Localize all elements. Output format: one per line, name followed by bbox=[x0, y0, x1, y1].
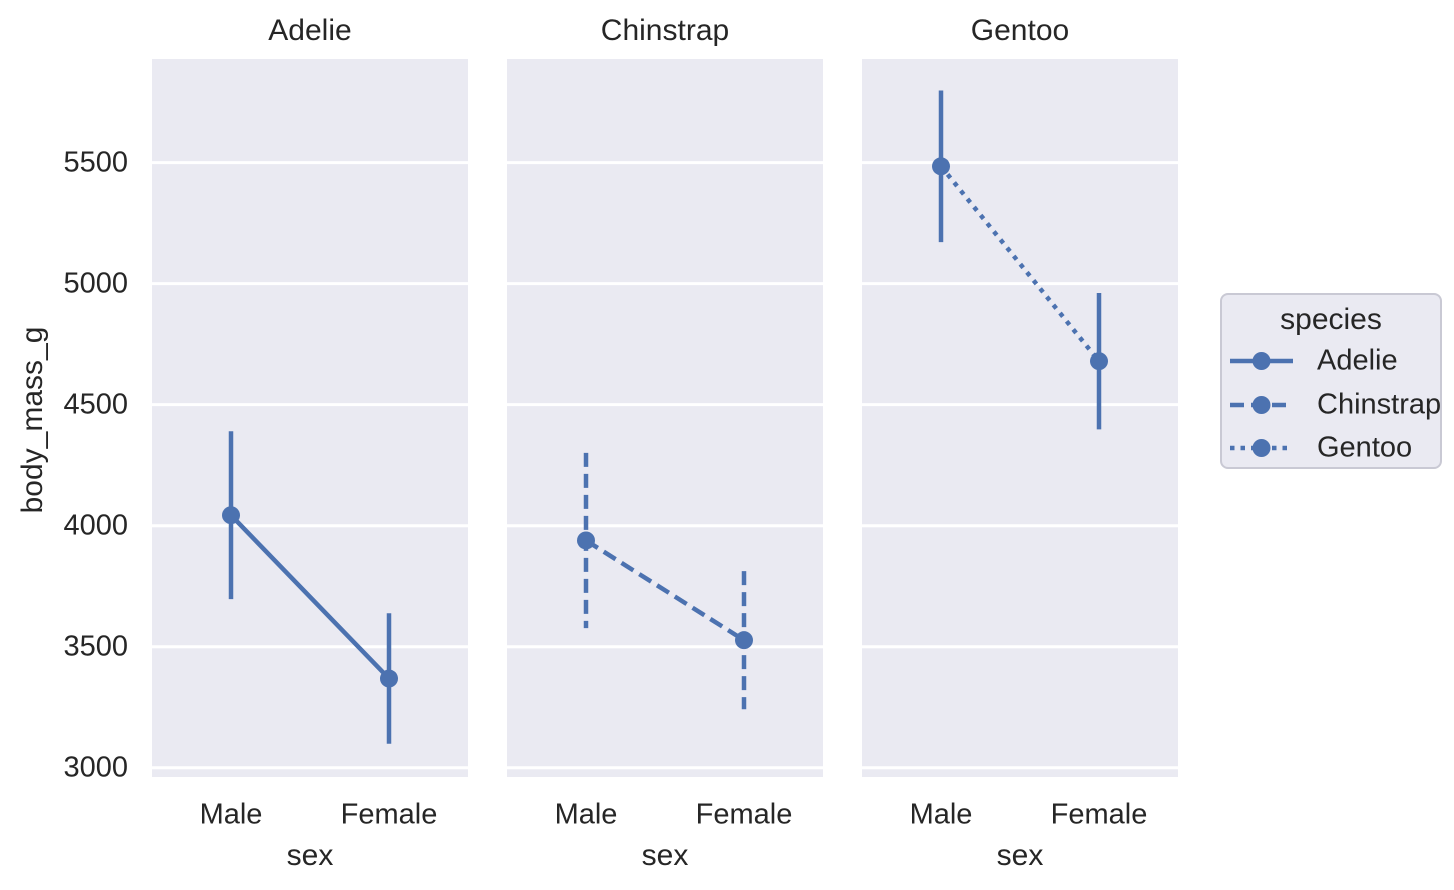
legend-marker-icon bbox=[1230, 439, 1293, 457]
point-marker bbox=[577, 531, 595, 550]
y-tick-label: 4500 bbox=[63, 388, 128, 421]
point-marker bbox=[1090, 352, 1108, 371]
x-axis-label: sex bbox=[996, 839, 1044, 872]
x-tick-label: Female bbox=[695, 798, 793, 831]
legend-item-label: Chinstrap bbox=[1317, 388, 1442, 421]
facet-chart bbox=[862, 59, 1178, 777]
facet-panel-background bbox=[862, 59, 1178, 777]
y-tick-label: 4000 bbox=[63, 509, 128, 542]
x-tick-label: Female bbox=[340, 798, 438, 831]
x-tick-label: Female bbox=[1050, 798, 1148, 831]
legend-point-marker bbox=[1252, 352, 1271, 370]
x-axis-label: sex bbox=[641, 839, 689, 872]
point-marker bbox=[932, 157, 950, 176]
x-tick-label: Male bbox=[199, 798, 263, 831]
series-line bbox=[229, 513, 391, 681]
x-axis-label: sex bbox=[286, 839, 334, 872]
series-line bbox=[584, 538, 746, 643]
facet-title: Gentoo bbox=[970, 14, 1070, 47]
facet-panel-background bbox=[507, 59, 823, 777]
x-tick-label: Male bbox=[554, 798, 618, 831]
legend-point-marker bbox=[1252, 439, 1271, 457]
legend-marker-icon bbox=[1230, 352, 1293, 370]
y-tick-label: 5000 bbox=[63, 267, 128, 300]
x-tick-label: Male bbox=[909, 798, 973, 831]
y-tick-label: 3000 bbox=[63, 751, 128, 784]
point-marker bbox=[735, 631, 753, 650]
facet-title: Chinstrap bbox=[600, 14, 730, 47]
legend-point-marker bbox=[1252, 396, 1271, 414]
legend-item: Chinstrap bbox=[1222, 387, 1442, 423]
legend: species Adelie Chinstrap Gentoo bbox=[1220, 293, 1442, 469]
point-marker bbox=[222, 506, 240, 525]
point-marker bbox=[380, 669, 398, 688]
legend-item-label: Gentoo bbox=[1317, 431, 1413, 464]
legend-marker-icon bbox=[1230, 396, 1293, 414]
y-tick-label: 3500 bbox=[63, 630, 128, 663]
facet-title: Adelie bbox=[268, 14, 352, 47]
legend-item-label: Adelie bbox=[1317, 344, 1398, 377]
legend-item: Gentoo bbox=[1222, 430, 1440, 466]
facet-chart bbox=[507, 59, 823, 777]
legend-item: Adelie bbox=[1222, 343, 1440, 379]
facet-chart bbox=[152, 59, 468, 777]
facet-panel-background bbox=[152, 59, 468, 777]
legend-title: species bbox=[1280, 303, 1382, 336]
y-tick-label: 5500 bbox=[63, 146, 128, 179]
